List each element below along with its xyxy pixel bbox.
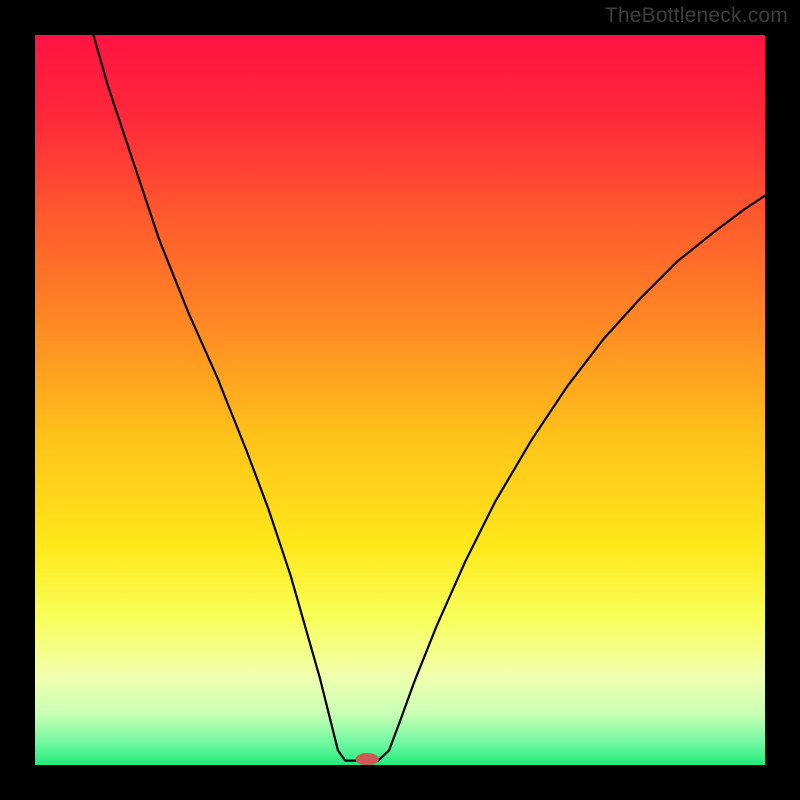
chart-gradient-background — [35, 35, 765, 765]
watermark-text: TheBottleneck.com — [605, 4, 788, 28]
bottleneck-chart — [0, 0, 800, 800]
optimal-point-marker — [355, 753, 378, 765]
